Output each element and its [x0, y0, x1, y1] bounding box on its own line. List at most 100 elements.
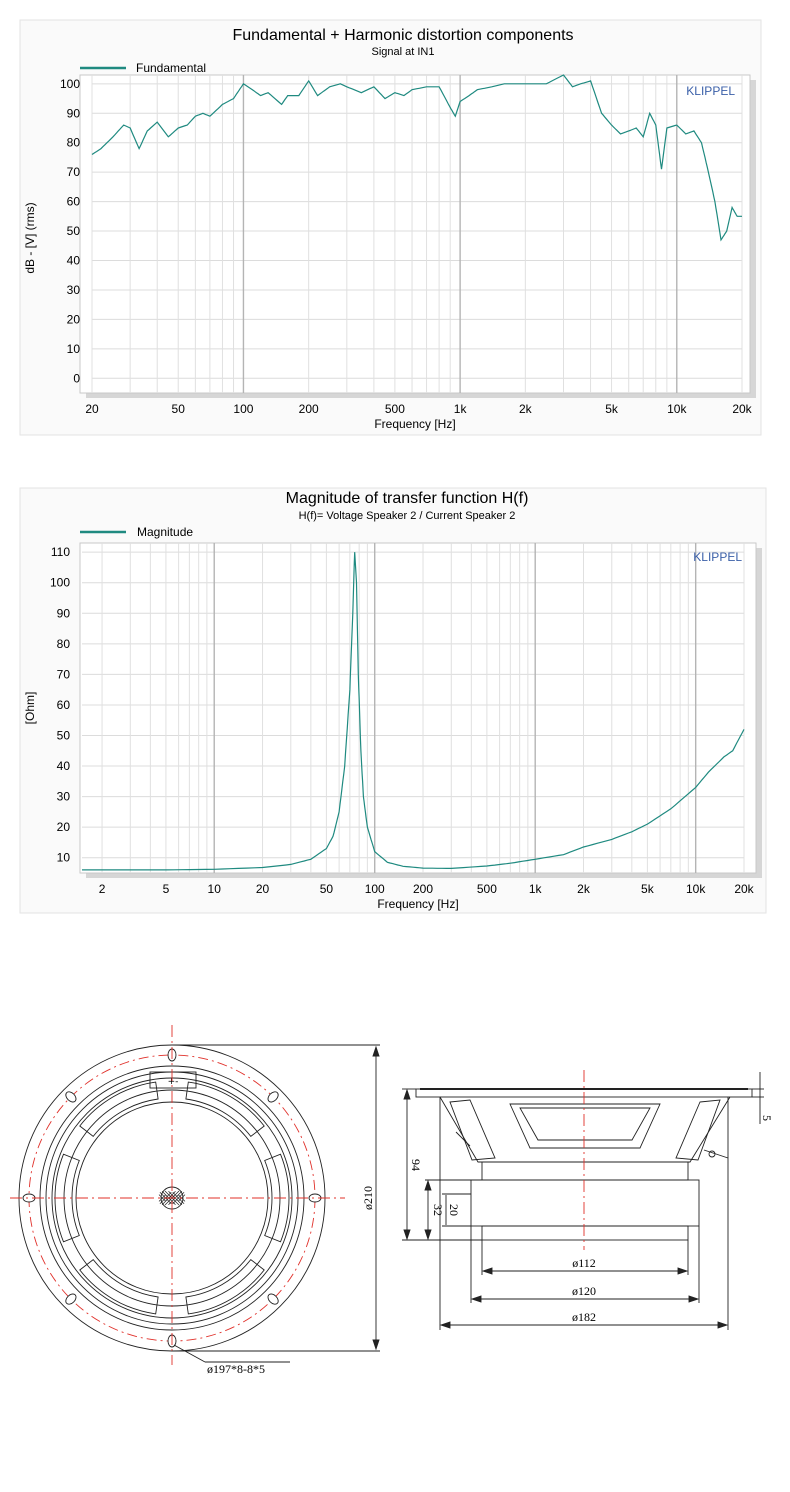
chart-2-x-axis-label: Frequency [Hz] — [377, 897, 458, 911]
chart-1-y-tick-2: 20 — [67, 312, 81, 326]
side-dim-120-arrow-left — [470, 1295, 482, 1303]
front-mount-hole-5 — [65, 1293, 77, 1305]
side-dim-5-label: 5 — [760, 1115, 774, 1121]
chart-1-x-tick-0: 20 — [85, 402, 99, 416]
side-dim-182-label: ø182 — [572, 1310, 596, 1324]
chart-1-y-tick-10: 100 — [60, 77, 80, 91]
chart-1-x-tick-9: 20k — [732, 402, 752, 416]
chart-2-y-tick-2: 30 — [57, 790, 71, 804]
speaker-front-view: +- ø210 ø197*8-8*5 — [10, 1025, 380, 1376]
chart-1-y-tick-8: 80 — [67, 136, 81, 150]
side-dim-120-label: ø120 — [572, 1284, 596, 1298]
chart-2-y-tick-10: 110 — [51, 545, 70, 559]
chart-2-grid — [82, 543, 745, 873]
chart-2-y-tick-1: 20 — [57, 820, 71, 834]
side-basket-outline — [439, 1096, 731, 1163]
chart-2-y-tick-5: 60 — [57, 698, 71, 712]
chart-1-y-tick-7: 70 — [67, 165, 81, 179]
chart-2-x-tick-7: 500 — [477, 882, 497, 896]
chart-2-plot-area — [79, 542, 757, 874]
side-dim-120-arrow-right — [688, 1295, 700, 1303]
front-mount-hole-1 — [267, 1091, 279, 1103]
side-dim-32-arrow-top — [424, 1179, 432, 1191]
front-dim-arrow-bottom — [372, 1339, 380, 1351]
front-basket-window-4 — [54, 1153, 80, 1243]
front-dim-210-label: ø210 — [361, 1186, 375, 1210]
chart-1: Fundamental + Harmonic distortion compon… — [19, 19, 762, 436]
front-mount-hole-3 — [267, 1293, 279, 1305]
side-magnet — [470, 1179, 700, 1227]
chart-1-x-axis-label: Frequency [Hz] — [374, 417, 455, 431]
chart-1-x-tick-labels: 20 50 100 200 500 1k 2k 5k 10k 20k — [85, 402, 752, 416]
chart-2-x-tick-1: 5 — [163, 882, 170, 896]
speaker-side-view: 5 94 32 20 ø112 ø120 — [402, 1070, 774, 1330]
side-dim-94-label: 94 — [409, 1159, 423, 1171]
chart-2-x-tick-11: 10k — [686, 882, 706, 896]
side-back-plate — [481, 1225, 689, 1241]
chart-1-grid — [91, 75, 743, 393]
side-dim-32-label: 32 — [431, 1204, 445, 1216]
chart-1-x-tick-4: 500 — [385, 402, 405, 416]
side-basket-window-inner — [519, 1107, 651, 1141]
chart-2-y-tick-9: 100 — [50, 576, 70, 590]
front-basket-window-2 — [185, 1258, 265, 1315]
chart-2-x-tick-12: 20k — [734, 882, 754, 896]
chart-2-x-tick-0: 2 — [99, 882, 106, 896]
side-dim-94-arrow-bottom — [403, 1229, 411, 1241]
side-terminal-lug — [708, 1150, 716, 1158]
side-dim-32-arrow-bottom — [424, 1229, 432, 1241]
side-basket-leg-right — [675, 1099, 721, 1161]
chart-1-brand: KLIPPEL — [686, 84, 735, 98]
front-basket-window-5 — [79, 1081, 159, 1138]
chart-1-y-axis-label: dB - [V] (rms) — [23, 202, 37, 273]
chart-1-y-tick-5: 50 — [67, 224, 81, 238]
chart-2-series-magnitude — [82, 552, 745, 871]
chart-1-plot-area — [79, 74, 751, 394]
side-basket-leg-left — [449, 1099, 496, 1161]
front-basket-window-0 — [185, 1081, 265, 1138]
side-dim-112-arrow-right — [677, 1267, 689, 1275]
chart-2-y-axis-label: [Ohm] — [23, 692, 37, 725]
chart-2-x-tick-8: 1k — [529, 882, 543, 896]
chart-1-x-tick-8: 10k — [667, 402, 687, 416]
chart-2-y-tick-6: 70 — [57, 667, 71, 681]
side-spider-plate — [481, 1161, 689, 1181]
chart-2-y-tick-0: 10 — [57, 851, 71, 865]
chart-1-x-tick-6: 2k — [519, 402, 533, 416]
front-basket-window-3 — [79, 1258, 159, 1315]
chart-1-x-tick-1: 50 — [172, 402, 186, 416]
side-basket-window — [509, 1103, 661, 1149]
chart-2-y-tick-labels: 10 20 30 40 50 60 70 80 90 100 110 — [50, 545, 70, 865]
chart-1-y-tick-9: 90 — [67, 106, 81, 120]
chart-1-y-tick-1: 10 — [67, 342, 81, 356]
chart-2-x-tick-labels: 2 5 10 20 50 100 200 500 1k 2k 5k 10k 20k — [99, 882, 755, 896]
chart-2-brand: KLIPPEL — [693, 550, 742, 564]
chart-1-y-tick-6: 60 — [67, 195, 81, 209]
chart-2-x-tick-2: 10 — [208, 882, 222, 896]
chart-1-legend-label: Fundamental — [136, 61, 206, 75]
chart-2-x-tick-5: 100 — [365, 882, 385, 896]
chart-1-x-tick-2: 100 — [233, 402, 253, 416]
chart-1-y-tick-labels: 0 10 20 30 40 50 60 70 80 90 100 — [60, 77, 80, 385]
front-mount-leader — [173, 1344, 206, 1363]
chart-2-title: Magnitude of transfer function H(f) — [286, 490, 529, 507]
front-hatch-b-0 — [158, 1194, 167, 1202]
side-dim-20-label: 20 — [447, 1204, 461, 1216]
side-dim-112-arrow-left — [481, 1267, 493, 1275]
front-hatch-b-5 — [172, 1192, 185, 1204]
chart-2-x-tick-3: 20 — [256, 882, 270, 896]
front-basket-windows — [54, 1081, 290, 1315]
chart-1-x-tick-5: 1k — [454, 402, 468, 416]
chart-2-legend-label: Magnitude — [137, 525, 193, 539]
front-terminal-block — [149, 1071, 197, 1089]
side-terminal-left — [455, 1131, 471, 1147]
front-basket-window-1 — [264, 1153, 290, 1243]
side-dim-94-arrow-top — [403, 1088, 411, 1100]
chart-1-series-fundamental — [91, 74, 742, 242]
front-mount-hole-7 — [65, 1091, 77, 1103]
front-mount-holes — [22, 1048, 322, 1348]
chart-2-x-tick-4: 50 — [320, 882, 334, 896]
chart-1-subtitle: Signal at IN1 — [372, 46, 435, 58]
side-terminal-right — [703, 1149, 729, 1159]
